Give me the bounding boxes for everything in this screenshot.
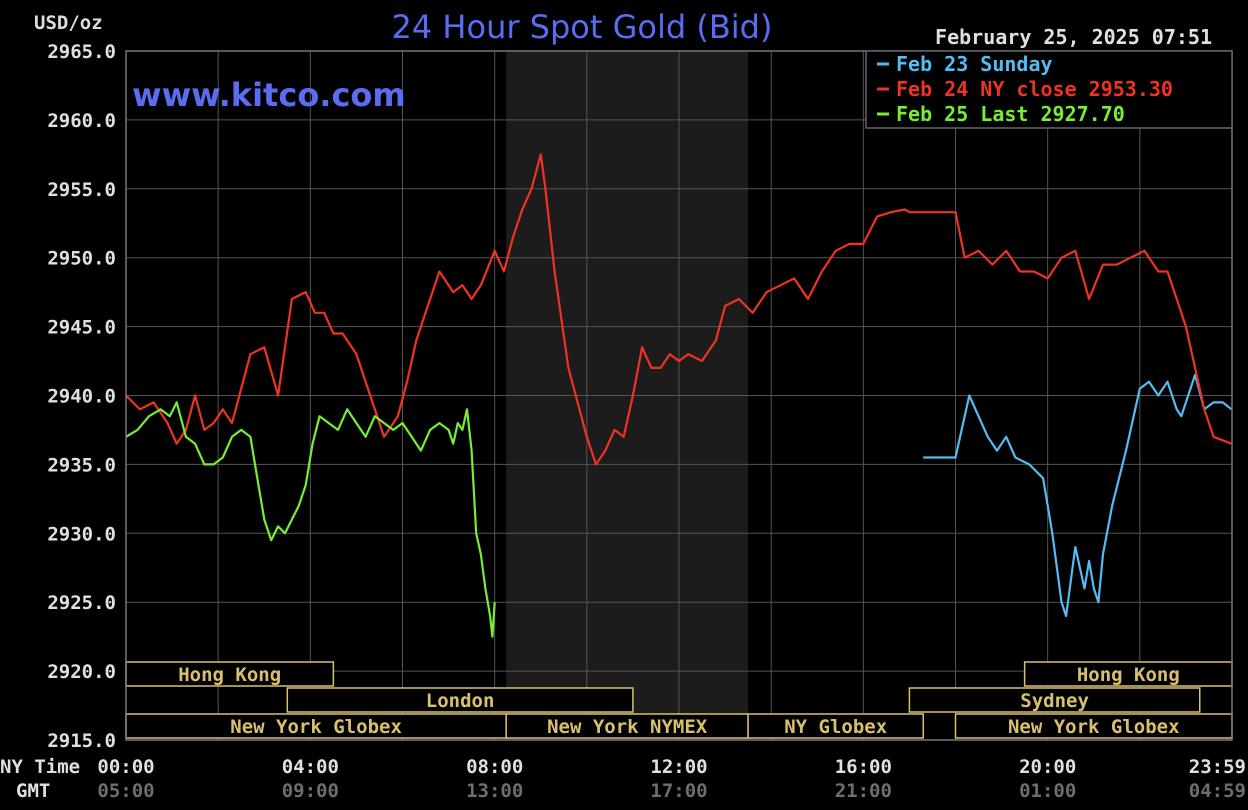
session-label: Sydney xyxy=(1020,690,1089,712)
y-tick-labels: 2965.0 2960.0 2955.0 2950.0 2945.0 2940.0 2935… xyxy=(47,41,116,752)
legend-entry-feb23: Feb 23 Sunday xyxy=(896,52,1053,76)
plot-frame xyxy=(125,50,1233,741)
y-tick-label: 2955.0 xyxy=(47,179,116,201)
x-tick-label-gmt: 04:59 xyxy=(1189,780,1246,802)
y-tick-label: 2960.0 xyxy=(47,110,116,132)
watermark: www.kitco.com xyxy=(132,76,406,114)
market-sessions-layer: Hong Kong Hong Kong London Sydney New York G… xyxy=(125,661,1233,739)
y-tick-label: 2935.0 xyxy=(47,454,116,476)
session-label: NY Globex xyxy=(784,716,887,738)
x-tick-label-gmt: 13:00 xyxy=(466,780,523,802)
x-tick-label-gmt: 05:00 xyxy=(97,780,154,802)
y-tick-label: 2965.0 xyxy=(47,41,116,63)
x-tick-label-ny: 20:00 xyxy=(1019,756,1076,778)
session-label: Hong Kong xyxy=(178,664,281,686)
session-label: New York NYMEX xyxy=(547,716,708,738)
session-bar xyxy=(125,661,335,687)
y-tick-label: 2915.0 xyxy=(47,730,116,752)
x-tick-label-ny: 23:59 xyxy=(1189,756,1246,778)
y-tick-label: 2930.0 xyxy=(47,523,116,545)
y-axis-unit-label: USD/oz xyxy=(34,12,103,34)
series-line xyxy=(125,401,496,638)
legend-entry-feb24: Feb 24 NY close 2953.30 xyxy=(896,77,1173,101)
session-bar xyxy=(1023,661,1233,687)
x-tick-label-ny: 12:00 xyxy=(650,756,707,778)
gmt-label: GMT xyxy=(16,780,50,802)
x-tick-label-ny: 16:00 xyxy=(835,756,892,778)
timestamp: February 25, 2025 07:51 xyxy=(935,25,1212,49)
x-tick-label-gmt: 09:00 xyxy=(282,780,339,802)
y-tick-label: 2920.0 xyxy=(47,661,116,683)
x-tick-label-ny: 04:00 xyxy=(282,756,339,778)
session-label: Hong Kong xyxy=(1077,664,1180,686)
series-layer xyxy=(125,153,1233,638)
y-tick-label: 2925.0 xyxy=(47,592,116,614)
session-bar xyxy=(747,713,924,739)
legend-entry-feb25: Feb 25 Last 2927.70 xyxy=(896,102,1125,126)
ny-time-label: NY Time xyxy=(0,756,80,778)
series-line xyxy=(923,373,1233,618)
legend: Feb 23 Sunday Feb 24 NY close 2953.30 Fe… xyxy=(865,50,1233,129)
session-label: New York Globex xyxy=(1008,716,1180,738)
chart-title: 24 Hour Spot Gold (Bid) xyxy=(392,8,773,46)
session-bar xyxy=(908,687,1201,713)
session-bar xyxy=(505,713,749,739)
series-line xyxy=(125,153,1232,466)
x-tick-label-ny: 08:00 xyxy=(466,756,523,778)
legend-box xyxy=(865,50,1233,129)
x-tick-label-gmt: 01:00 xyxy=(1019,780,1076,802)
x-tick-label-ny: 00:00 xyxy=(97,756,154,778)
y-tick-label: 2950.0 xyxy=(47,248,116,270)
x-tick-label-gmt: 17:00 xyxy=(650,780,707,802)
session-bar xyxy=(954,713,1233,739)
session-label: London xyxy=(426,690,495,712)
y-tick-label: 2940.0 xyxy=(47,386,116,408)
y-tick-label: 2945.0 xyxy=(47,317,116,339)
x-tick-label-gmt: 21:00 xyxy=(835,780,892,802)
session-label: New York Globex xyxy=(230,716,402,738)
session-bar xyxy=(286,687,634,713)
